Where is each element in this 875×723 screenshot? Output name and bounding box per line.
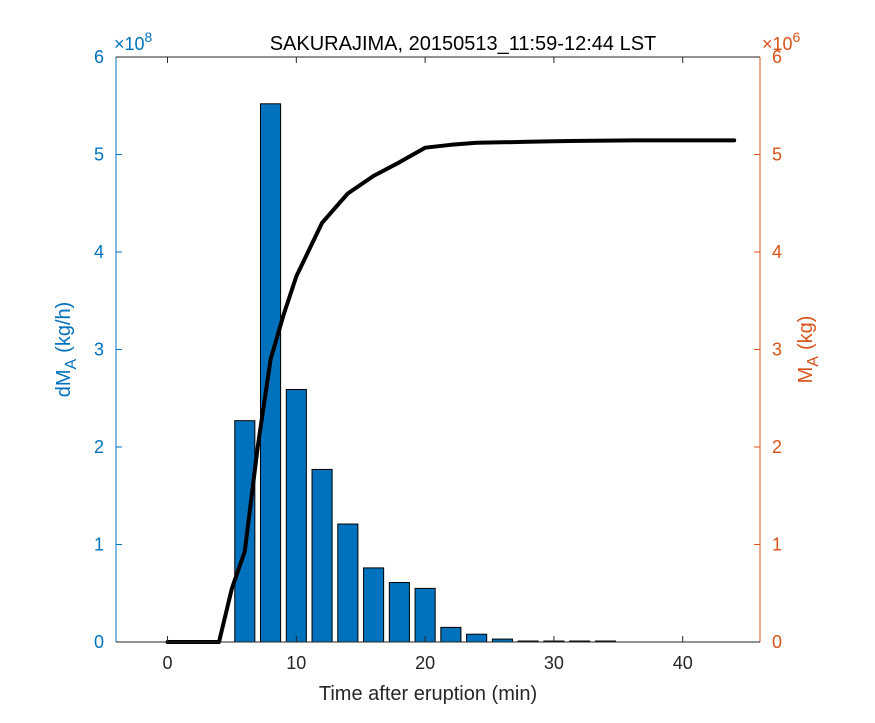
left-axis-exponent-power: 8	[145, 29, 153, 45]
plot-frame	[116, 57, 760, 642]
left-tick-label: 3	[94, 340, 104, 360]
right-tick-label: 4	[772, 242, 782, 262]
bottom-tick-label: 0	[163, 653, 173, 673]
plot-area	[116, 57, 760, 644]
bottom-tick-label: 40	[673, 653, 693, 673]
right-tick-label: 2	[772, 437, 782, 457]
bar	[466, 633, 488, 643]
bar	[363, 567, 385, 643]
left-tick-label: 1	[94, 535, 104, 555]
left-tick-label: 6	[94, 47, 104, 67]
left-axis-label-main: dM	[53, 370, 75, 398]
bottom-tick-label: 10	[286, 653, 306, 673]
cumulative-mass-line	[165, 138, 737, 644]
bottom-tick-label: 20	[415, 653, 435, 673]
right-axis-label-main: M	[795, 367, 817, 384]
right-tick-label: 5	[772, 145, 782, 165]
right-axis-label: MA (kg)	[795, 316, 822, 384]
left-tick-label: 5	[94, 145, 104, 165]
right-axis-label-unit: (kg)	[795, 316, 817, 350]
right-axis-exponent: ×106	[762, 29, 801, 54]
left-tick-label: 2	[94, 437, 104, 457]
bar	[414, 587, 436, 643]
bar	[285, 388, 307, 643]
left-axis: 0 1 2 3 4 5 6	[94, 47, 122, 652]
right-axis: 0 1 2 3 4 5 6	[754, 47, 782, 652]
chart-title: SAKURAJIMA, 20150513_11:59-12:44 LST	[270, 33, 657, 55]
left-axis-label-sub: A	[63, 359, 80, 370]
right-tick-label: 6	[772, 47, 782, 67]
x-axis-label: Time after eruption (min)	[319, 683, 537, 705]
top-axis	[116, 56, 760, 63]
right-tick-label: 1	[772, 535, 782, 555]
left-tick-label: 4	[94, 242, 104, 262]
bar	[311, 468, 333, 643]
bottom-axis: 0 10 20 30 40	[116, 636, 760, 673]
bar-series	[157, 103, 745, 643]
bar	[440, 626, 462, 643]
right-tick-label: 0	[772, 632, 782, 652]
bar	[234, 420, 256, 643]
right-axis-exponent-base: ×10	[762, 34, 793, 54]
left-axis-label: dMA (kg/h)	[53, 302, 80, 398]
left-tick-label: 0	[94, 632, 104, 652]
bottom-tick-label: 30	[544, 653, 564, 673]
bar	[388, 582, 410, 643]
right-tick-label: 3	[772, 340, 782, 360]
left-axis-exponent-base: ×10	[114, 34, 145, 54]
right-axis-label-sub: A	[805, 356, 822, 367]
left-axis-label-unit: (kg/h)	[53, 302, 75, 353]
left-axis-exponent: ×108	[114, 29, 153, 54]
right-axis-exponent-power: 6	[793, 29, 801, 45]
line-series-layer	[165, 138, 737, 644]
bar	[337, 523, 359, 643]
